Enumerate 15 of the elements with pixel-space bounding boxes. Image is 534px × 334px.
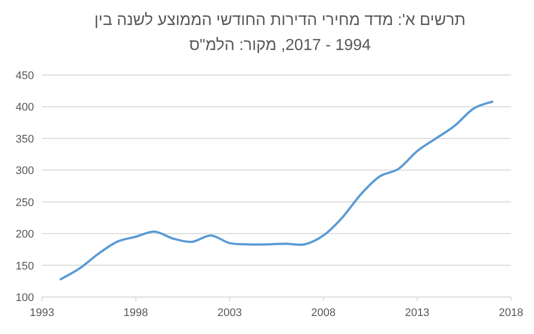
chart-title: תרשים א': מדד מחירי הדירות החודשי הממוצע לשנה בין 1994 - 2017, מקור: הלמ"ס [93,11,467,56]
x-tick-label: 2013 [404,307,430,319]
y-tick-label: 350 [16,133,34,146]
y-tick-label: 450 [16,70,34,82]
y-tick-label: 400 [16,102,34,114]
x-tick-label: 2018 [498,307,524,319]
y-tick-label: 200 [16,228,34,241]
y-tick-label: 100 [16,292,34,304]
y-tick-label: 300 [16,165,34,178]
x-tick-label: 2008 [311,307,336,319]
x-tick-label: 2003 [217,307,242,319]
y-tick-label: 250 [16,196,34,209]
x-tick-label: 1993 [30,307,54,319]
y-tick-label: 150 [16,260,34,272]
x-tick-label: 1998 [124,307,148,319]
